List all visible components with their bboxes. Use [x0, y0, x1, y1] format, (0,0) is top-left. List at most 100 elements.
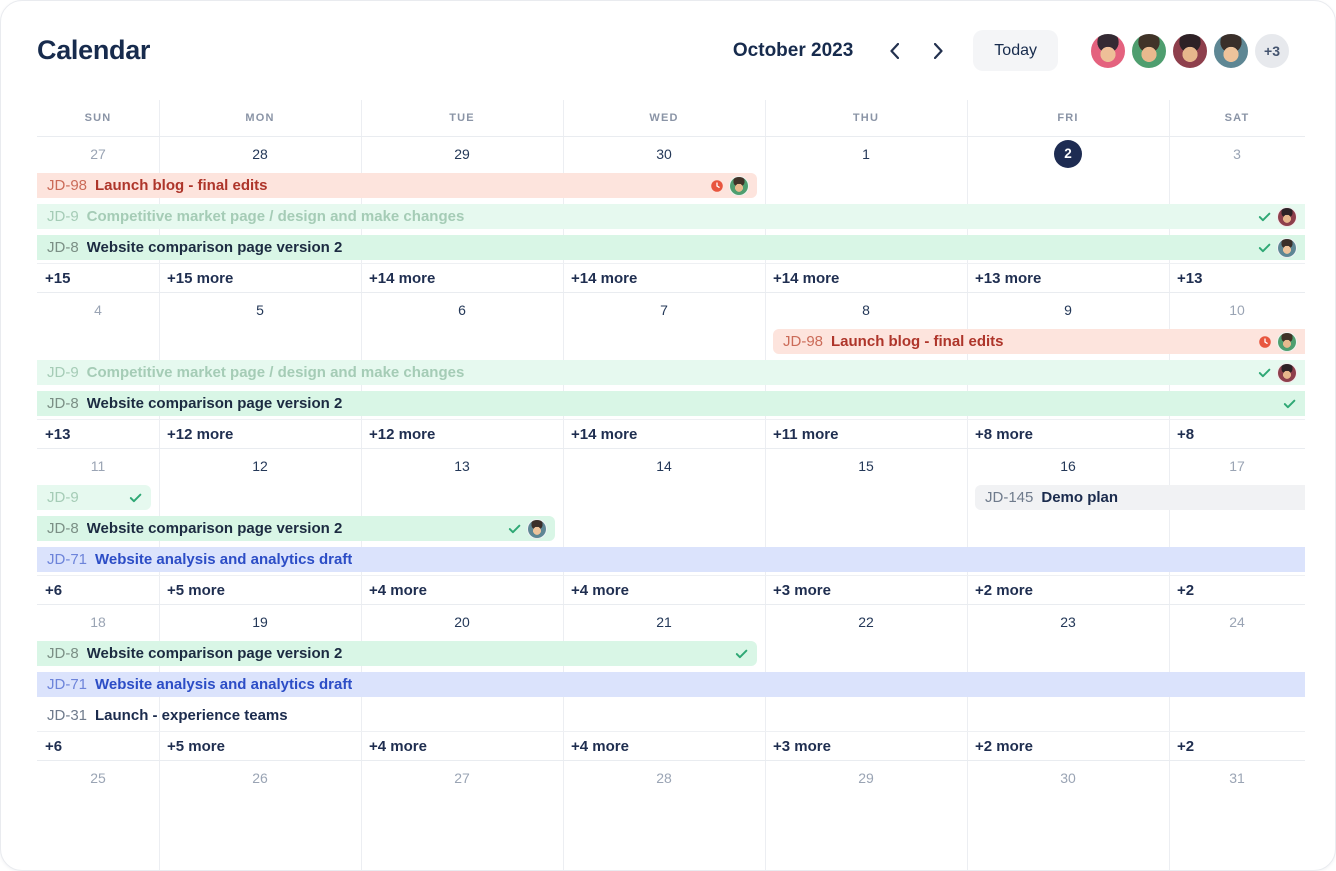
more-events-link[interactable]: +13 more [975, 269, 1042, 287]
week-row: 27 28 29 30 1 2 3 JD-98 Launch blog - final edit… [37, 136, 1305, 292]
day-cell[interactable]: 10 [1229, 301, 1245, 318]
event-bar[interactable]: JD-8 Website comparison page version 2 [37, 641, 757, 666]
more-events-link[interactable]: +5 more [167, 581, 225, 599]
event-bar[interactable]: JD-31 Launch - experience teams [37, 703, 1305, 728]
avatar-overflow-badge[interactable]: +3 [1253, 31, 1291, 70]
event-bar[interactable]: JD-9 Competitive market page / design and… [37, 360, 1305, 385]
more-events-link[interactable]: +8 [1177, 425, 1195, 443]
day-cell[interactable]: 12 [252, 457, 268, 474]
more-events-link[interactable]: +6 [45, 581, 63, 599]
day-cell[interactable]: 20 [454, 613, 470, 630]
event-bar[interactable]: JD-8 Website comparison page version 2 [37, 235, 1305, 260]
check-icon [1257, 365, 1272, 380]
more-events-link[interactable]: +2 more [975, 581, 1033, 599]
next-month-button[interactable] [921, 34, 955, 68]
event-key: JD-71 [47, 551, 88, 568]
event-bar[interactable]: JD-9 Competitive market page / design and… [37, 204, 1305, 229]
day-cell[interactable]: 6 [458, 301, 466, 318]
more-events-link[interactable]: +13 [45, 425, 71, 443]
more-events-link[interactable]: +4 more [369, 581, 427, 599]
event-bar[interactable]: JD-71 Website analysis and analytics draf… [37, 672, 1305, 697]
more-events-link[interactable]: +3 more [773, 737, 831, 755]
more-events-link[interactable]: +4 more [571, 581, 629, 599]
day-cell[interactable]: 9 [1064, 301, 1072, 318]
more-events-link[interactable]: +15 [45, 269, 71, 287]
more-events-link[interactable]: +12 more [167, 425, 234, 443]
date-row: 11 12 13 14 15 16 17 [37, 449, 1305, 482]
day-cell[interactable]: 19 [252, 613, 268, 630]
day-cell[interactable]: 30 [656, 145, 672, 162]
more-events-link[interactable]: +14 more [571, 425, 638, 443]
event-bar[interactable]: JD-8 Website comparison page version 2 [37, 516, 555, 541]
more-events-link[interactable]: +12 more [369, 425, 436, 443]
more-events-link[interactable]: +2 [1177, 581, 1195, 599]
check-icon [1257, 240, 1272, 255]
more-events-link[interactable]: +4 more [369, 737, 427, 755]
prev-month-button[interactable] [877, 34, 911, 68]
today-button[interactable]: Today [973, 30, 1058, 71]
more-events-link[interactable]: +6 [45, 737, 63, 755]
day-cell[interactable]: 3 [1233, 145, 1241, 162]
more-row: +6 +5 more +4 more +4 more +3 more +2 more +2 [37, 731, 1305, 760]
user-avatar[interactable] [1130, 31, 1168, 70]
day-cell[interactable]: 28 [252, 145, 268, 162]
event-bar[interactable]: JD-9 [37, 485, 151, 510]
day-cell[interactable]: 11 [90, 457, 106, 474]
day-cell[interactable]: 5 [256, 301, 264, 318]
column-divider [361, 761, 362, 870]
event-summary: Demo plan [1041, 489, 1119, 506]
day-cell[interactable]: 16 [1060, 457, 1076, 474]
day-cell[interactable]: 24 [1229, 613, 1245, 630]
day-cell[interactable]: 26 [252, 769, 268, 786]
user-avatar[interactable] [1171, 31, 1209, 70]
day-cell[interactable]: 14 [656, 457, 672, 474]
day-cell[interactable]: 18 [90, 613, 106, 630]
user-avatar[interactable] [1212, 31, 1250, 70]
user-avatar[interactable] [1089, 31, 1127, 70]
day-cell[interactable]: 28 [656, 769, 672, 786]
event-bar[interactable]: JD-98 Launch blog - final edits [773, 329, 1305, 354]
day-cell[interactable]: 22 [858, 613, 874, 630]
event-bar[interactable]: JD-145 Demo plan [975, 485, 1305, 510]
more-events-link[interactable]: +3 more [773, 581, 831, 599]
event-lane: JD-98 Launch blog - final edits [37, 326, 1305, 357]
day-cell[interactable]: 17 [1229, 457, 1245, 474]
more-events-link[interactable]: +4 more [571, 737, 629, 755]
event-bar[interactable]: JD-98 Launch blog - final edits [37, 173, 757, 198]
event-bar[interactable]: JD-71 Website analysis and analytics draf… [37, 547, 1305, 572]
event-lane: JD-9 Competitive market page / design and… [37, 201, 1305, 232]
date-row: 27 28 29 30 1 2 3 [37, 137, 1305, 170]
day-cell[interactable]: 30 [1060, 769, 1076, 786]
day-cell[interactable]: 8 [862, 301, 870, 318]
day-cell[interactable]: 4 [94, 301, 102, 318]
more-events-link[interactable]: +14 more [773, 269, 840, 287]
more-events-link[interactable]: +5 more [167, 737, 225, 755]
day-cell[interactable]: 2 [967, 137, 1169, 170]
weekday-label: THU [852, 112, 880, 124]
day-cell[interactable]: 1 [862, 145, 870, 162]
assignee-avatar [1277, 362, 1297, 383]
day-cell[interactable]: 29 [858, 769, 874, 786]
more-events-link[interactable]: +14 more [369, 269, 436, 287]
clock-icon [1258, 335, 1272, 349]
day-cell[interactable]: 27 [454, 769, 470, 786]
column-divider [563, 761, 564, 870]
more-events-link[interactable]: +11 more [773, 425, 839, 443]
day-cell[interactable]: 23 [1060, 613, 1076, 630]
more-events-link[interactable]: +2 [1177, 737, 1195, 755]
more-events-link[interactable]: +15 more [167, 269, 234, 287]
day-cell[interactable]: 21 [656, 613, 672, 630]
day-cell[interactable]: 27 [90, 145, 106, 162]
day-cell[interactable]: 15 [858, 457, 874, 474]
event-bar[interactable]: JD-8 Website comparison page version 2 [37, 391, 1305, 416]
more-events-link[interactable]: +8 more [975, 425, 1033, 443]
day-cell[interactable]: 29 [454, 145, 470, 162]
more-events-link[interactable]: +2 more [975, 737, 1033, 755]
day-cell[interactable]: 31 [1229, 769, 1245, 786]
more-events-link[interactable]: +14 more [571, 269, 638, 287]
event-bar-end [1249, 237, 1297, 258]
more-events-link[interactable]: +13 [1177, 269, 1203, 287]
day-cell[interactable]: 7 [660, 301, 668, 318]
day-cell[interactable]: 13 [454, 457, 470, 474]
day-cell[interactable]: 25 [90, 769, 106, 786]
